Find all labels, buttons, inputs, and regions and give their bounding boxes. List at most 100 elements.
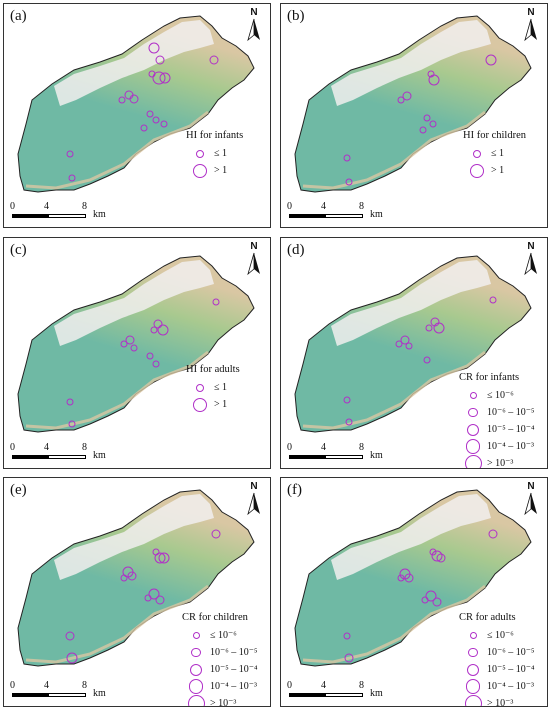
terrain-map	[17, 489, 255, 667]
scale-bar: 0 4 8 km	[10, 201, 130, 223]
panel-label: (e)	[10, 482, 27, 498]
north-arrow-icon	[247, 492, 260, 516]
sample-site-marker	[65, 631, 75, 641]
sample-site-marker	[423, 356, 431, 364]
north-label: N	[250, 7, 258, 18]
legend-circle-icon	[468, 407, 478, 418]
sample-site-marker	[118, 96, 126, 104]
scale-tick-label: 4	[44, 442, 49, 453]
panel-label: (f)	[287, 482, 302, 498]
legend-circle-icon	[468, 647, 478, 658]
legend-item-label: 10⁻⁵ – 10⁻⁴	[487, 424, 535, 435]
panel-label: (c)	[10, 242, 27, 258]
scale-unit: km	[93, 209, 106, 220]
sample-site-marker	[404, 573, 414, 583]
scale-tick-label: 0	[287, 680, 292, 691]
legend-item-label: ≤ 10⁻⁶	[487, 630, 514, 641]
north-arrow-icon	[247, 252, 260, 276]
sample-site-marker	[160, 120, 168, 128]
legend-circle-icon	[192, 632, 200, 639]
sample-site-marker	[419, 126, 427, 134]
sample-site-marker	[429, 548, 437, 556]
sample-site-marker	[148, 70, 156, 78]
sample-site-marker	[127, 571, 137, 581]
sample-site-marker	[343, 396, 351, 404]
terrain-map	[17, 15, 255, 193]
legend-item: ≤ 10⁻⁶	[182, 627, 258, 644]
north-arrow-icon	[524, 252, 537, 276]
study-area-boundary	[17, 15, 255, 193]
sample-site-marker	[402, 91, 412, 101]
sample-site-marker	[397, 574, 405, 582]
scale-unit: km	[370, 209, 383, 220]
sample-site-marker	[152, 360, 160, 368]
map-panel-b: (b) N HI for children ≤ 1 > 1 0 4 8 km	[280, 3, 548, 228]
north-arrow: N	[246, 482, 262, 521]
sample-site-marker	[144, 594, 152, 602]
scale-tick-label: 0	[287, 442, 292, 453]
legend-circle-icon	[467, 663, 479, 676]
sample-site-marker	[140, 124, 148, 132]
scale-tick-label: 0	[10, 680, 15, 691]
scale-bar: 0 4 8 km	[10, 442, 130, 464]
scale-tick-label: 0	[287, 201, 292, 212]
sample-site-marker	[430, 317, 440, 327]
legend-item: 10⁻⁶ – 10⁻⁵	[182, 644, 258, 661]
legend-circle-icon	[191, 647, 201, 658]
study-area-boundary	[294, 15, 532, 193]
legend-circle-icon	[187, 695, 205, 706]
map-panel-d: (d) N CR for infants ≤ 10⁻⁶ 10⁻⁶ – 10⁻⁵ 10⁻⁵ …	[280, 237, 548, 469]
scale-tick-label: 4	[321, 201, 326, 212]
legend-item: 10⁻⁵ – 10⁻⁴	[182, 661, 258, 678]
legend-circle-icon	[469, 392, 477, 399]
sample-site-marker	[425, 324, 433, 332]
legend-item-label: 10⁻⁶ – 10⁻⁵	[487, 407, 535, 418]
scale-tick-label: 8	[359, 442, 364, 453]
north-label: N	[527, 7, 535, 18]
mountain-ridge	[331, 494, 491, 580]
sample-site-marker	[344, 653, 354, 663]
sample-site-marker	[66, 398, 74, 406]
sample-site-marker	[343, 154, 351, 162]
scale-tick-label: 4	[44, 680, 49, 691]
mountain-ridge	[331, 20, 491, 106]
map-panel-e: (e) N CR for children ≤ 10⁻⁶ 10⁻⁶ – 10⁻⁵ 10⁻⁵…	[3, 477, 271, 707]
legend-circle-icon	[469, 632, 477, 639]
scale-unit: km	[93, 450, 106, 461]
legend-circle-icon	[467, 423, 479, 436]
north-arrow-icon	[247, 18, 260, 42]
legend-title: HI for children	[463, 130, 526, 141]
legend-item-label: ≤ 1	[214, 382, 227, 393]
legend-item-label: ≤ 10⁻⁶	[210, 630, 237, 641]
legend-item-label: ≤ 1	[214, 148, 227, 159]
legend-circle-icon	[465, 439, 481, 454]
sample-site-marker	[436, 553, 446, 563]
sample-site-marker	[209, 55, 219, 65]
sample-site-marker	[425, 590, 437, 602]
sample-site-marker	[68, 174, 76, 182]
sample-site-marker	[146, 352, 154, 360]
terrain-map	[17, 255, 255, 433]
legend-item-label: 10⁻⁶ – 10⁻⁵	[210, 647, 258, 658]
legend-circle-icon	[193, 163, 207, 178]
map-panel-f: (f) N CR for adults ≤ 10⁻⁶ 10⁻⁶ – 10⁻⁵ 10⁻⁵ –…	[280, 477, 548, 707]
panel-label: (b)	[287, 8, 305, 24]
sample-site-marker	[130, 344, 138, 352]
sample-site-marker	[66, 150, 74, 158]
scale-bar: 0 4 8 km	[287, 201, 407, 223]
sample-site-marker	[120, 340, 128, 348]
sample-site-marker	[152, 71, 166, 85]
scale-tick-label: 8	[82, 680, 87, 691]
mountain-ridge	[54, 494, 214, 580]
north-arrow: N	[523, 482, 539, 521]
legend-item: > 10⁻³	[459, 695, 535, 706]
legend-circle-icon	[193, 397, 207, 412]
study-area-boundary	[17, 255, 255, 433]
panel-label: (a)	[10, 8, 27, 24]
legend: CR for children ≤ 10⁻⁶ 10⁻⁶ – 10⁻⁵ 10⁻⁵ – 1…	[182, 612, 258, 706]
legend-item: 10⁻⁶ – 10⁻⁵	[459, 644, 535, 661]
mountain-ridge	[331, 260, 491, 346]
north-arrow: N	[246, 8, 262, 47]
scale-tick-label: 8	[359, 680, 364, 691]
sample-site-marker	[400, 335, 410, 345]
